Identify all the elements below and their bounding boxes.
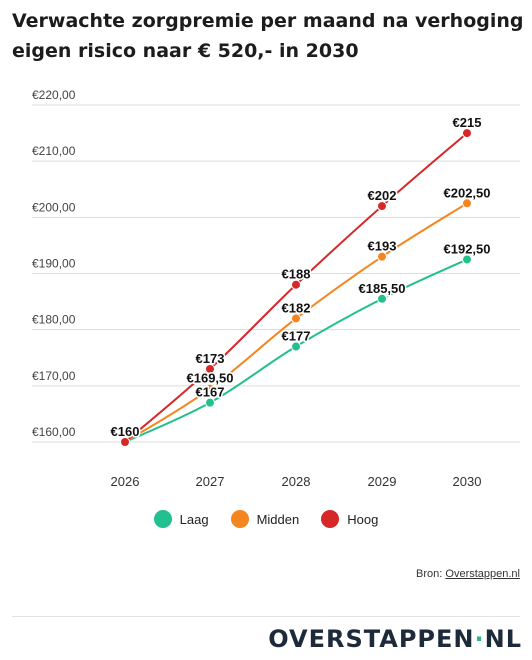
- data-point-laag: [377, 293, 387, 304]
- logo-dot: ·: [474, 625, 485, 653]
- data-point-midden: [291, 313, 301, 324]
- chart-legend: Laag Midden Hoog: [0, 510, 532, 528]
- logo-suffix: NL: [484, 625, 522, 653]
- brand-logo[interactable]: OVERSTAPPEN·NL: [268, 625, 522, 653]
- legend-item-laag[interactable]: Laag: [153, 510, 209, 528]
- data-label-hoog: €160: [111, 424, 140, 439]
- y-tick-label: €190,00: [32, 257, 76, 271]
- line-chart: €160,00 €170,00 €180,00 €190,00 €200,00 €210,…: [32, 88, 520, 489]
- data-point-midden: [205, 383, 215, 394]
- data-point-hoog: [120, 437, 130, 447]
- legend-marker-hoog: [321, 510, 340, 528]
- data-point-midden: [377, 251, 387, 262]
- data-point-hoog: [462, 128, 472, 139]
- data-label-laag: €160: [111, 424, 140, 439]
- source-prefix: Bron:: [416, 568, 446, 580]
- data-label-hoog: €202: [368, 188, 397, 203]
- data-label-midden: €202,50: [444, 185, 491, 200]
- x-tick-label: 2029: [368, 474, 397, 489]
- y-tick-label: €220,00: [32, 88, 76, 102]
- data-point-laag: [462, 254, 472, 265]
- chart-title: Verwachte zorgpremie per maand na verhog…: [12, 10, 524, 62]
- data-label-hoog: €215: [453, 115, 482, 130]
- data-label-laag: €177: [282, 329, 311, 344]
- data-label-midden: €182: [282, 300, 311, 315]
- data-label-midden: €169,50: [187, 371, 234, 386]
- legend-item-midden[interactable]: Midden: [230, 510, 300, 528]
- data-label-laag: €167: [196, 385, 225, 400]
- data-label-midden: €193: [368, 239, 397, 254]
- x-tick-label: 2026: [111, 474, 140, 489]
- legend-label-hoog: Hoog: [347, 511, 379, 527]
- y-tick-label: €200,00: [32, 200, 76, 214]
- data-point-hoog: [291, 279, 301, 290]
- data-point-hoog: [205, 363, 215, 374]
- y-tick-label: €160,00: [32, 425, 76, 439]
- data-point-midden: [462, 198, 472, 209]
- data-point-laag: [205, 397, 215, 408]
- logo-text: OVERSTAPPEN: [268, 625, 475, 653]
- legend-label-laag: Laag: [179, 511, 209, 527]
- data-label-hoog: €188: [282, 267, 311, 282]
- y-tick-label: €210,00: [32, 144, 76, 158]
- data-point-hoog: [377, 201, 387, 212]
- x-tick-label: 2027: [196, 474, 225, 489]
- legend-item-hoog[interactable]: Hoog: [321, 510, 378, 528]
- data-label-laag: €185,50: [359, 281, 406, 296]
- data-label-laag: €192,50: [444, 241, 491, 256]
- source-link[interactable]: Overstappen.nl: [445, 568, 520, 580]
- x-tick-label: 2030: [453, 474, 482, 489]
- footer-divider: [12, 616, 520, 617]
- source-note: Bron: Overstappen.nl: [416, 568, 520, 580]
- legend-marker-midden: [230, 510, 249, 528]
- legend-label-midden: Midden: [256, 511, 300, 527]
- data-label-midden: €160: [111, 424, 140, 439]
- data-label-hoog: €173: [196, 351, 225, 366]
- y-tick-label: €180,00: [32, 313, 76, 327]
- legend-marker-laag: [153, 510, 172, 528]
- x-tick-label: 2028: [282, 474, 311, 489]
- data-point-laag: [291, 341, 301, 352]
- y-tick-label: €170,00: [32, 369, 76, 383]
